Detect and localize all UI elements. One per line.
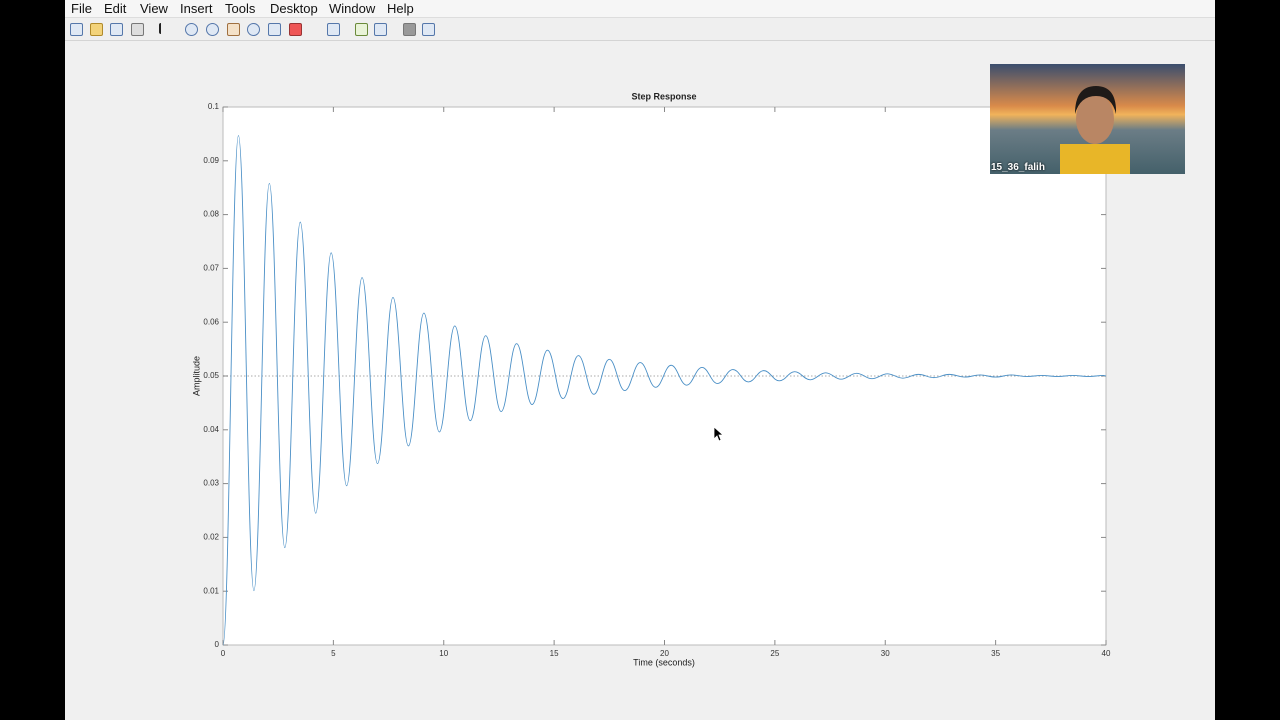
y-tick-label: 0 bbox=[215, 640, 220, 649]
x-tick-label: 0 bbox=[221, 649, 226, 658]
dock-button[interactable] bbox=[422, 23, 435, 36]
y-tick-label: 0.09 bbox=[203, 156, 219, 165]
x-tick-label: 20 bbox=[660, 649, 669, 658]
menu-item[interactable]: View bbox=[140, 1, 168, 16]
hide-tools-button[interactable] bbox=[403, 23, 416, 36]
y-tick-label: 0.08 bbox=[203, 210, 219, 219]
x-tick-label: 30 bbox=[881, 649, 890, 658]
x-tick-label: 35 bbox=[991, 649, 1000, 658]
datatip-button[interactable] bbox=[268, 23, 281, 36]
zoom-in-button[interactable] bbox=[185, 23, 198, 36]
y-tick-label: 0.1 bbox=[208, 102, 220, 111]
menu-item[interactable]: Window bbox=[329, 1, 376, 16]
participant-video bbox=[1060, 86, 1130, 174]
chart-title: Step Response bbox=[631, 91, 696, 101]
response-line bbox=[222, 135, 1107, 646]
colorbar-button[interactable] bbox=[355, 23, 368, 36]
print-button[interactable] bbox=[131, 23, 144, 36]
menu-item[interactable]: Edit bbox=[104, 1, 127, 16]
y-tick-label: 0.06 bbox=[203, 317, 219, 326]
x-tick-label: 15 bbox=[550, 649, 559, 658]
menu-item[interactable]: Desktop bbox=[270, 1, 318, 16]
save-button[interactable] bbox=[110, 23, 123, 36]
y-tick-label: 0.05 bbox=[203, 371, 219, 380]
new-button[interactable] bbox=[70, 23, 83, 36]
video-overlay: 15_36_falih bbox=[990, 64, 1185, 174]
menu-item[interactable]: Help bbox=[387, 1, 414, 16]
mouse-cursor bbox=[713, 426, 725, 442]
x-tick-label: 10 bbox=[439, 649, 448, 658]
menu-item[interactable]: Insert bbox=[180, 1, 213, 16]
x-tick-label: 40 bbox=[1102, 649, 1111, 658]
x-tick-label: 5 bbox=[331, 649, 336, 658]
menu-item[interactable]: Tools bbox=[225, 1, 256, 16]
y-tick-label: 0.04 bbox=[203, 425, 219, 434]
participant-name: 15_36_falih bbox=[991, 162, 1045, 173]
y-axis-label: Amplitude bbox=[191, 356, 201, 396]
rotate-button[interactable] bbox=[247, 23, 260, 36]
menu-bar: File Edit View Insert Tools Desktop Wind… bbox=[65, 0, 1215, 18]
toolbar bbox=[65, 18, 1215, 41]
menu-item[interactable]: File bbox=[71, 1, 92, 16]
x-axis-label: Time (seconds) bbox=[633, 657, 695, 667]
pan-button[interactable] bbox=[227, 23, 240, 36]
open-button[interactable] bbox=[90, 23, 103, 36]
brush-button[interactable] bbox=[289, 23, 302, 36]
x-tick-label: 25 bbox=[770, 649, 779, 658]
y-tick-label: 0.01 bbox=[203, 586, 219, 595]
zoom-out-button[interactable] bbox=[206, 23, 219, 36]
legend-button[interactable] bbox=[374, 23, 387, 36]
link-button[interactable] bbox=[327, 23, 340, 36]
y-tick-label: 0.07 bbox=[203, 264, 219, 273]
y-tick-label: 0.03 bbox=[203, 479, 219, 488]
select-button[interactable] bbox=[159, 23, 172, 34]
y-tick-label: 0.02 bbox=[203, 533, 219, 542]
